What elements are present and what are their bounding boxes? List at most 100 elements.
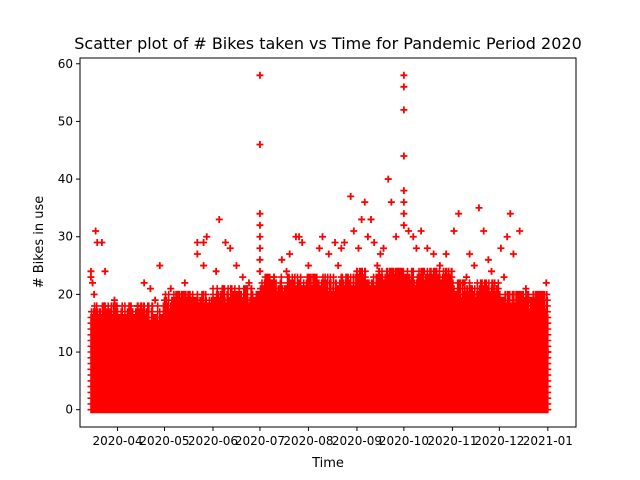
data-point xyxy=(544,348,552,356)
x-tick-label: 2020-11 xyxy=(427,434,477,448)
data-point xyxy=(232,262,240,270)
x-tick-label: 2020-06 xyxy=(188,434,238,448)
data-point xyxy=(151,296,159,304)
data-point xyxy=(503,233,511,241)
data-point xyxy=(350,227,358,235)
data-point xyxy=(430,250,438,258)
data-point xyxy=(400,83,408,91)
y-tick-label: 60 xyxy=(58,57,73,71)
dense-point-band xyxy=(87,267,552,414)
data-point xyxy=(525,296,533,304)
data-point xyxy=(455,210,463,218)
data-point xyxy=(200,262,208,270)
data-point xyxy=(450,227,458,235)
data-point xyxy=(347,192,355,200)
data-point xyxy=(400,187,408,195)
data-point xyxy=(215,215,223,223)
data-point xyxy=(309,273,317,281)
y-axis-label: # Bikes in use xyxy=(32,196,47,289)
x-tick-label: 2020-10 xyxy=(379,434,429,448)
data-point xyxy=(355,244,363,252)
data-point xyxy=(120,319,128,327)
data-point xyxy=(90,290,98,298)
data-point xyxy=(239,273,247,281)
data-point xyxy=(337,244,345,252)
data-point xyxy=(516,227,524,235)
data-point xyxy=(98,239,106,246)
data-point xyxy=(400,71,408,79)
data-point xyxy=(304,262,312,270)
data-point xyxy=(466,250,474,258)
data-point xyxy=(256,256,264,264)
data-point xyxy=(256,267,264,275)
data-point xyxy=(203,233,211,241)
data-point xyxy=(146,285,154,293)
data-point xyxy=(459,279,467,287)
y-tick-label: 20 xyxy=(58,287,73,301)
data-point xyxy=(212,267,220,275)
data-point xyxy=(128,325,136,333)
data-point xyxy=(536,331,544,339)
data-point xyxy=(442,250,450,258)
data-point xyxy=(475,204,483,212)
data-point xyxy=(278,256,286,264)
data-point xyxy=(200,239,208,246)
data-point xyxy=(423,244,431,252)
data-point xyxy=(417,227,425,235)
data-point xyxy=(387,198,395,206)
data-point xyxy=(541,342,549,350)
data-point xyxy=(334,262,342,270)
data-point xyxy=(445,279,453,287)
y-tick-label: 0 xyxy=(65,403,73,417)
x-tick-label: 2020-09 xyxy=(332,434,382,448)
data-point xyxy=(315,244,323,252)
y-axis-ticks: 0 10 20 30 40 50 60 xyxy=(58,57,80,417)
data-points xyxy=(87,71,552,356)
data-point xyxy=(420,267,428,275)
data-point xyxy=(373,262,381,270)
y-tick-label: 10 xyxy=(58,345,73,359)
x-axis-ticks: 2020-042020-052020-062020-072020-082020-… xyxy=(92,427,573,448)
data-point xyxy=(340,239,348,246)
data-point xyxy=(270,273,278,281)
data-point xyxy=(99,313,107,321)
data-point xyxy=(542,279,550,287)
chart-title: Scatter plot of # Bikes taken vs Time fo… xyxy=(74,34,582,53)
data-point xyxy=(380,244,388,252)
data-point xyxy=(89,279,97,287)
data-point xyxy=(400,221,408,229)
data-point xyxy=(87,273,95,281)
data-point xyxy=(370,239,378,246)
data-point xyxy=(256,140,264,148)
data-point xyxy=(534,319,542,327)
data-point xyxy=(110,296,118,304)
data-point xyxy=(298,239,306,246)
x-tick-label: 2020-08 xyxy=(283,434,333,448)
data-point xyxy=(509,250,517,258)
data-point xyxy=(500,273,508,281)
data-point xyxy=(361,198,369,206)
data-point xyxy=(364,233,372,241)
data-point xyxy=(162,308,170,316)
data-point xyxy=(218,285,226,293)
data-point xyxy=(222,239,230,246)
data-point xyxy=(261,285,269,293)
data-point xyxy=(256,210,264,218)
data-point xyxy=(167,285,175,293)
data-point xyxy=(256,233,264,241)
y-tick-label: 40 xyxy=(58,172,73,186)
plot-area xyxy=(87,267,552,414)
data-point xyxy=(491,279,499,287)
data-point xyxy=(245,279,253,287)
data-point xyxy=(436,262,444,270)
data-point xyxy=(488,267,496,275)
data-point xyxy=(286,250,294,258)
data-point xyxy=(400,198,408,206)
data-point xyxy=(112,302,120,310)
y-tick-label: 50 xyxy=(58,114,73,128)
data-point xyxy=(256,71,264,79)
data-point xyxy=(405,227,413,235)
data-point xyxy=(283,267,291,275)
y-tick-label: 30 xyxy=(58,230,73,244)
